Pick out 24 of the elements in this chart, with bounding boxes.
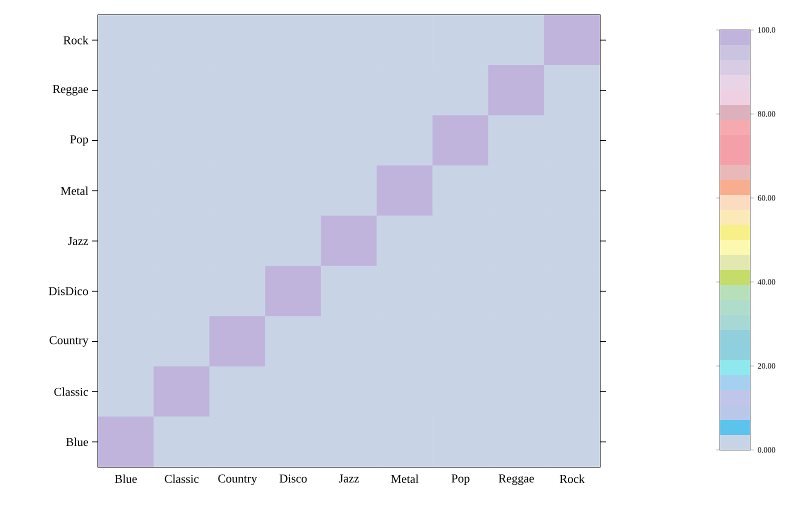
y-tick-label: Blue — [66, 438, 88, 446]
x-tick-label: Pop — [452, 474, 470, 485]
color-bar-label: 20.00 — [758, 363, 776, 369]
color-bar-label: 80.00 — [758, 111, 776, 117]
x-tick-label: Blue — [114, 474, 137, 483]
y-tick-label: Pop — [70, 135, 88, 146]
y-tick-label: Metal — [60, 186, 88, 195]
y-tick-label: Jazz — [68, 237, 88, 245]
x-tick-label: Reggae — [498, 474, 534, 485]
x-tick-label: Classic — [164, 474, 199, 483]
x-tick-label: Country — [218, 474, 258, 486]
y-tick-label: Reggae — [52, 85, 88, 96]
color-bar-label: 100.0 — [758, 27, 776, 33]
x-tick-label: Rock — [560, 474, 585, 483]
color-bar-label: 40.00 — [758, 279, 776, 285]
y-tick-label: DisDico — [48, 287, 88, 296]
x-tick-label: Jazz — [338, 474, 359, 482]
x-tick-label: Metal — [391, 474, 419, 483]
y-tick-label: Rock — [63, 36, 88, 44]
color-bar-label: 60.00 — [758, 195, 776, 201]
x-tick-label: Disco — [280, 474, 307, 483]
y-tick-label: Country — [50, 336, 88, 347]
color-bar-label: 0.000 — [758, 447, 776, 453]
y-tick-label: Classic — [54, 387, 88, 396]
